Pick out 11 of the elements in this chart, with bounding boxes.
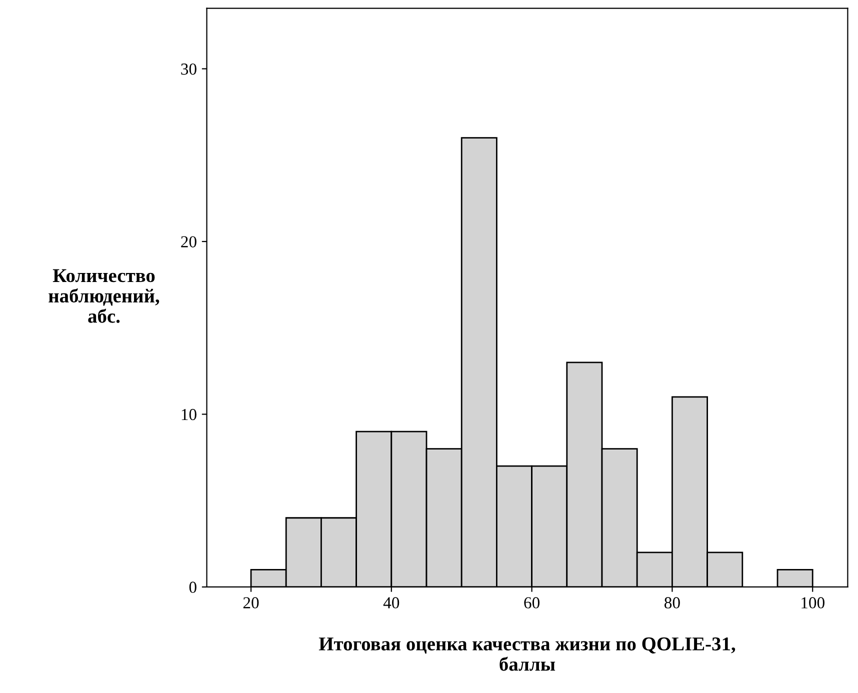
y-axis-title: Количество наблюдений, абс. bbox=[48, 269, 160, 323]
x-axis-title: Итоговая оценка качества жизни по QOLIE-31, баллы bbox=[318, 637, 736, 671]
x-tick-label: 60 bbox=[524, 597, 540, 608]
y-tick-label: 20 bbox=[181, 236, 196, 248]
x-tick-label: 80 bbox=[664, 597, 680, 608]
x-tick-label: 40 bbox=[383, 597, 400, 608]
y-tick-label: 0 bbox=[189, 582, 196, 593]
x-tick-label: 20 bbox=[243, 597, 259, 608]
x-tick-label: 100 bbox=[802, 597, 824, 608]
y-tick-label: 10 bbox=[182, 408, 196, 420]
y-tick-label: 30 bbox=[181, 63, 196, 75]
